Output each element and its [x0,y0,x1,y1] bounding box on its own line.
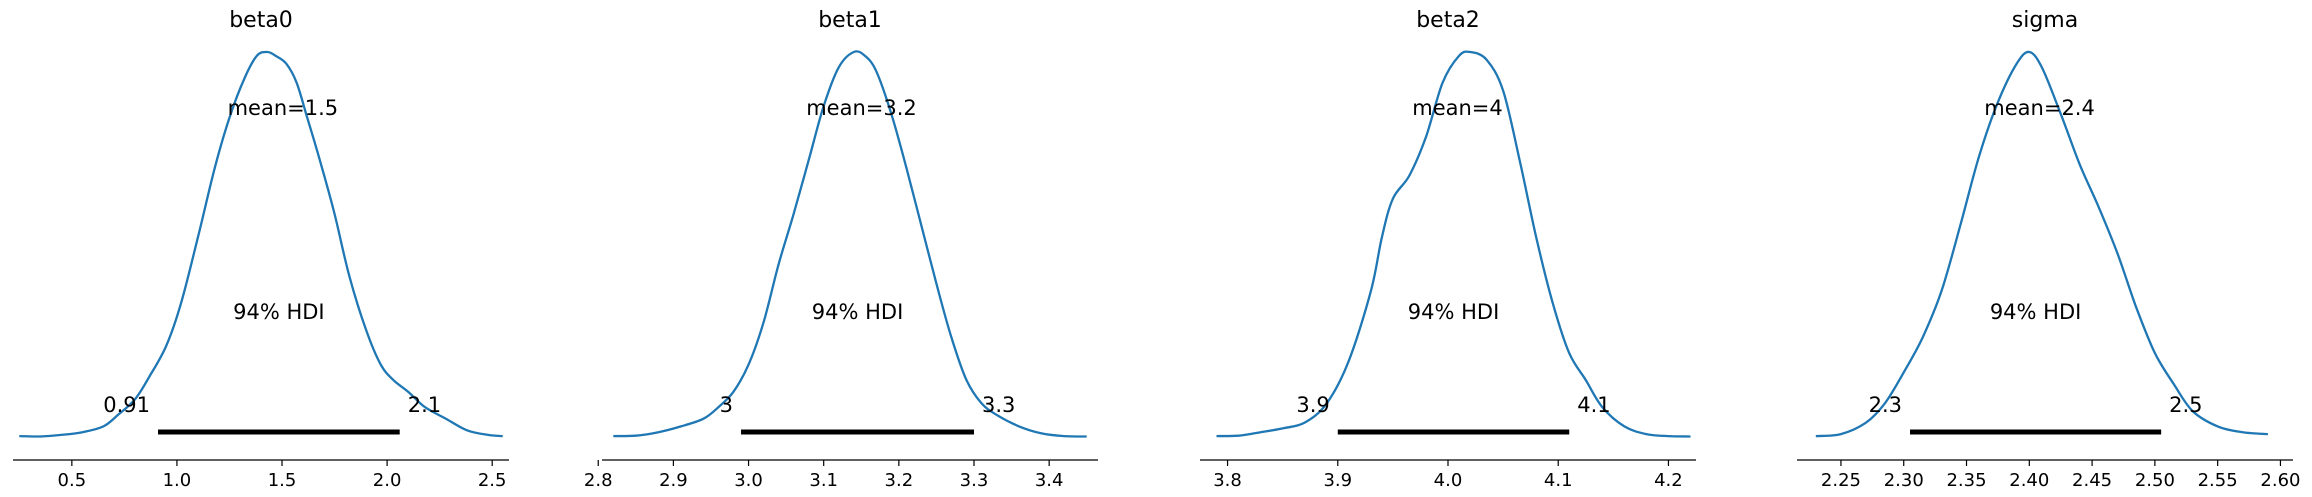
kde-curve [19,50,503,438]
hdi-high-label: 3.3 [982,393,1015,417]
hdi-high-label: 2.1 [408,393,441,417]
x-tick-label: 2.5 [478,470,507,491]
x-tick-label: 3.0 [734,470,763,491]
hdi-low-label: 2.3 [1869,393,1902,417]
x-tick-label: 2.8 [584,470,613,491]
x-tick-label: 2.0 [373,470,402,491]
panel-beta1: beta1 3 3.3 mean=3.2 94% HDI 2.8 2.9 3.0 3.1 3.2 3… [584,8,1098,491]
hdi-low-label: 3.9 [1296,393,1329,417]
panel-title: beta2 [1416,8,1480,33]
x-tick-label: 2.9 [659,470,688,491]
hdi-high-label: 4.1 [1577,393,1610,417]
panel-title: beta1 [818,8,882,33]
x-tick-label: 3.4 [1035,470,1064,491]
hdi-label: 94% HDI [1408,300,1500,324]
x-tick-label: 2.45 [2072,470,2112,491]
panel-sigma: sigma 2.3 2.5 mean=2.4 94% HDI 2.25 2.30 2.35 2.… [1797,8,2300,491]
x-tick-label: 2.30 [1884,470,1924,491]
x-tick-label: 1.5 [268,470,297,491]
kde-curve [1815,50,2268,438]
x-tick-label: 4.2 [1654,470,1683,491]
x-tick-label: 3.3 [960,470,989,491]
panel-title: beta0 [229,8,293,33]
hdi-label: 94% HDI [812,300,904,324]
panel-beta2: beta2 3.9 4.1 mean=4 94% HDI 3.8 3.9 4.0 4.1 4.2 [1200,8,1696,491]
x-tick-label: 2.25 [1821,470,1861,491]
x-tick-label: 4.0 [1434,470,1463,491]
mean-label: mean=4 [1412,96,1503,120]
hdi-label: 94% HDI [233,300,325,324]
x-tick-label: 3.1 [809,470,838,491]
x-tick-label: 2.60 [2260,470,2300,491]
mean-label: mean=3.2 [806,96,917,120]
x-tick-label: 2.50 [2135,470,2175,491]
x-tick-label: 3.9 [1323,470,1352,491]
x-tick-label: 1.0 [163,470,192,491]
x-tick-label: 2.40 [2009,470,2049,491]
x-tick-label: 4.1 [1544,470,1573,491]
x-tick-label: 3.2 [885,470,914,491]
hdi-low-label: 3 [720,393,733,417]
hdi-low-label: 0.91 [103,393,150,417]
x-tick-label: 3.8 [1213,470,1242,491]
x-tick-label: 0.5 [58,470,87,491]
x-tick-label: 2.55 [2198,470,2238,491]
mean-label: mean=2.4 [1984,96,2095,120]
hdi-high-label: 2.5 [2169,393,2202,417]
hdi-label: 94% HDI [1990,300,2082,324]
x-tick-label: 2.35 [1946,470,1986,491]
kde-curve [613,50,1087,438]
mean-label: mean=1.5 [228,96,339,120]
panel-title: sigma [2012,8,2078,33]
panel-beta0: beta0 0.91 2.1 mean=1.5 94% HDI 0.5 1.0 1.5 2.0 2… [13,8,509,491]
kde-curve [1216,50,1691,438]
